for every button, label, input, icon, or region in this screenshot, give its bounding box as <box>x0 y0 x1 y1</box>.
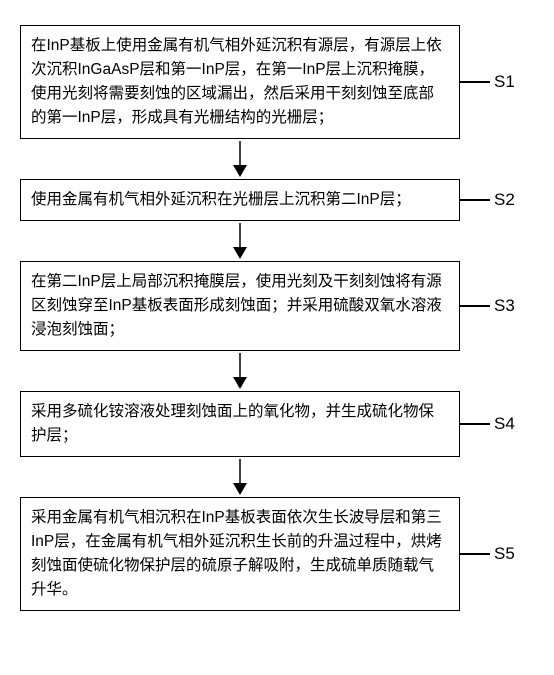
step-box-s2: 使用金属有机气相外延沉积在光栅层上沉积第二InP层； <box>20 179 460 221</box>
step-label-s5: S5 <box>494 544 515 564</box>
label-col: S4 <box>460 404 534 444</box>
connector-line <box>460 423 490 425</box>
step-box-s4: 采用多硫化铵溶液处理刻蚀面上的氧化物，并生成硫化物保护层； <box>20 391 460 457</box>
label-col: S1 <box>460 62 534 102</box>
arrow-down-icon <box>230 459 250 495</box>
process-flowchart: 在InP基板上使用金属有机气相外延沉积有源层，有源层上依次沉积InGaAsP层和… <box>20 25 534 611</box>
step-box-s1: 在InP基板上使用金属有机气相外延沉积有源层，有源层上依次沉积InGaAsP层和… <box>20 25 460 139</box>
arrow-down-icon <box>230 223 250 259</box>
arrow-row <box>20 351 534 391</box>
connector-line <box>460 81 490 83</box>
step-label-s1: S1 <box>494 72 515 92</box>
step-row: 采用金属有机气相沉积在InP基板表面依次生长波导层和第三InP层，在金属有机气相… <box>20 497 534 611</box>
step-label-s3: S3 <box>494 296 515 316</box>
step-label-s2: S2 <box>494 190 515 210</box>
step-row: 使用金属有机气相外延沉积在光栅层上沉积第二InP层； S2 <box>20 179 534 221</box>
label-col: S2 <box>460 180 534 220</box>
connector-line <box>460 305 490 307</box>
arrow-row <box>20 457 534 497</box>
step-box-s3: 在第二InP层上局部沉积掩膜层，使用光刻及干刻刻蚀将有源区刻蚀穿至InP基板表面… <box>20 261 460 351</box>
arrow-row <box>20 139 534 179</box>
step-row: 采用多硫化铵溶液处理刻蚀面上的氧化物，并生成硫化物保护层； S4 <box>20 391 534 457</box>
step-row: 在InP基板上使用金属有机气相外延沉积有源层，有源层上依次沉积InGaAsP层和… <box>20 25 534 139</box>
arrow-row <box>20 221 534 261</box>
step-row: 在第二InP层上局部沉积掩膜层，使用光刻及干刻刻蚀将有源区刻蚀穿至InP基板表面… <box>20 261 534 351</box>
connector-line <box>460 199 490 201</box>
arrow-down-icon <box>230 141 250 177</box>
step-label-s4: S4 <box>494 414 515 434</box>
connector-line <box>460 553 490 555</box>
step-box-s5: 采用金属有机气相沉积在InP基板表面依次生长波导层和第三InP层，在金属有机气相… <box>20 497 460 611</box>
label-col: S5 <box>460 534 534 574</box>
arrow-down-icon <box>230 353 250 389</box>
label-col: S3 <box>460 286 534 326</box>
